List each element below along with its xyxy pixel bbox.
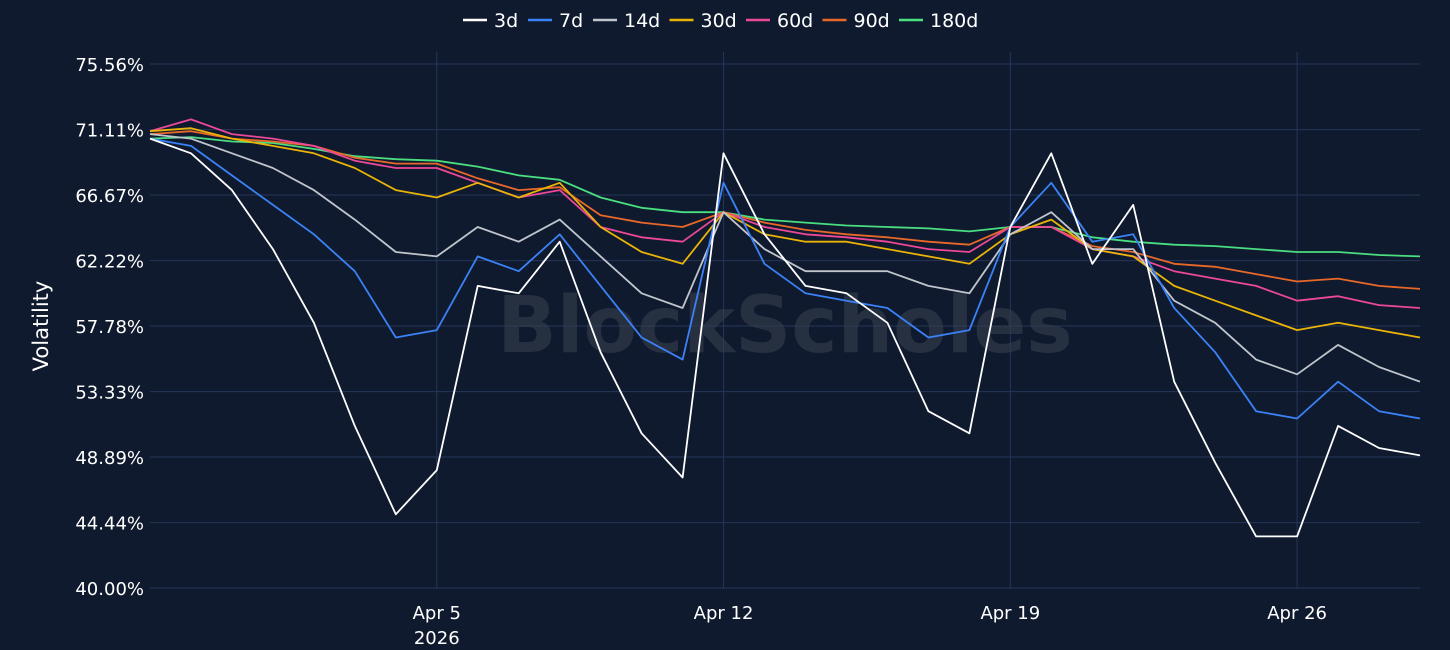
legend-label-60d: 60d [777,10,813,32]
legend-label-30d: 30d [701,10,737,32]
legend-label-3d: 3d [494,10,518,32]
series-line-3d [149,137,1421,538]
series-line-180d [149,136,1421,258]
x-tick-year-label: 2026 [414,628,460,649]
watermark: BlockScholes [497,281,1072,371]
x-axis-ticks: Apr 5 2026 Apr 12 Apr 19 Apr 26 [413,603,1327,649]
y-tick-label: 71.11% [75,121,144,142]
series-line-7d [149,137,1421,420]
x-tick-label: Apr 19 [980,603,1040,624]
legend-label-7d: 7d [559,10,583,32]
x-tick-label: Apr 26 [1267,603,1327,624]
y-tick-label: 66.67% [75,186,144,207]
y-tick-label: 62.22% [75,252,144,273]
legend-label-180d: 180d [930,10,978,32]
legend-label-14d: 14d [624,10,660,32]
y-tick-label: 44.44% [75,514,144,535]
x-tick-label: Apr 5 [413,603,461,624]
series-line-60d [149,118,1421,309]
y-tick-label: 57.78% [75,317,144,338]
x-tick-label: Apr 12 [694,603,754,624]
series-line-90d [149,130,1421,290]
series-lines [149,118,1421,538]
y-tick-label: 40.00% [75,579,144,600]
legend: 3d 7d 14d 30d 60d 90d 180d [463,10,978,32]
y-tick-label: 75.56% [75,55,144,76]
y-tick-label: 53.33% [75,383,144,404]
series-line-30d [149,127,1421,339]
y-tick-label: 48.89% [75,448,144,469]
legend-label-90d: 90d [854,10,890,32]
y-axis-ticks: 40.00% 44.44% 48.89% 53.33% 57.78% 62.22% 66.6… [75,55,144,600]
y-axis-label: Volatility [29,281,53,372]
